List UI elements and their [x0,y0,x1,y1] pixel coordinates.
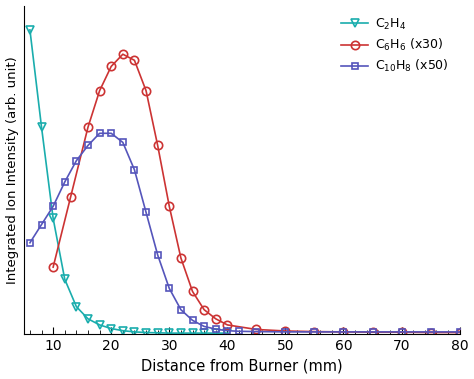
Line: C$_{10}$H$_8$ (x50): C$_{10}$H$_8$ (x50) [27,130,463,335]
C$_6$H$_6$ (x30) [166,204,172,208]
C$_2$H$_4$ [120,329,126,333]
C$_6$H$_6$ (x30) [132,58,137,63]
C$_6$H$_6$ (x30) [143,88,149,93]
C$_{10}$H$_8$ (x50) [85,143,91,148]
C$_2$H$_4$ [85,316,91,321]
C$_2$H$_4$ [39,125,45,130]
C$_6$H$_6$ (x30) [155,143,161,148]
C$_6$H$_6$ (x30) [457,330,463,335]
C$_{10}$H$_8$ (x50) [178,307,184,312]
C$_{10}$H$_8$ (x50) [50,204,56,208]
C$_6$H$_6$ (x30) [370,330,375,335]
C$_2$H$_4$ [166,331,172,335]
C$_2$H$_4$ [225,331,230,335]
C$_{10}$H$_8$ (x50) [254,329,259,334]
C$_{10}$H$_8$ (x50) [120,140,126,145]
C$_{10}$H$_8$ (x50) [97,131,102,136]
C$_6$H$_6$ (x30) [178,256,184,260]
C$_6$H$_6$ (x30) [254,327,259,332]
C$_{10}$H$_8$ (x50) [341,330,346,334]
C$_{10}$H$_8$ (x50) [143,210,149,215]
C$_{10}$H$_8$ (x50) [62,180,68,184]
C$_6$H$_6$ (x30) [120,52,126,56]
Line: C$_6$H$_6$ (x30): C$_6$H$_6$ (x30) [49,50,464,337]
C$_6$H$_6$ (x30) [428,330,433,335]
C$_2$H$_4$ [27,28,33,32]
C$_6$H$_6$ (x30) [97,88,102,93]
C$_6$H$_6$ (x30) [190,289,195,294]
C$_6$H$_6$ (x30) [68,195,73,199]
C$_{10}$H$_8$ (x50) [190,318,195,323]
C$_6$H$_6$ (x30) [201,307,207,312]
C$_{10}$H$_8$ (x50) [225,329,230,333]
C$_{10}$H$_8$ (x50) [311,330,317,334]
C$_{10}$H$_8$ (x50) [166,286,172,291]
C$_6$H$_6$ (x30) [311,329,317,334]
C$_2$H$_4$ [201,331,207,335]
C$_2$H$_4$ [190,331,195,335]
C$_{10}$H$_8$ (x50) [27,241,33,245]
C$_{10}$H$_8$ (x50) [236,329,242,334]
C$_6$H$_6$ (x30) [283,329,288,333]
C$_2$H$_4$ [50,216,56,221]
C$_{10}$H$_8$ (x50) [370,330,375,334]
C$_2$H$_4$ [97,323,102,327]
C$_6$H$_6$ (x30) [399,330,404,335]
C$_{10}$H$_8$ (x50) [213,327,219,332]
C$_2$H$_4$ [178,331,184,335]
C$_6$H$_6$ (x30) [213,316,219,321]
C$_{10}$H$_8$ (x50) [39,222,45,227]
C$_2$H$_4$ [73,304,79,309]
C$_{10}$H$_8$ (x50) [155,253,161,257]
Line: C$_2$H$_4$: C$_2$H$_4$ [26,26,231,337]
Y-axis label: Integrated Ion Intensity (arb. unit): Integrated Ion Intensity (arb. unit) [6,56,18,283]
C$_6$H$_6$ (x30) [109,64,114,69]
C$_{10}$H$_8$ (x50) [428,330,433,334]
C$_{10}$H$_8$ (x50) [132,168,137,172]
C$_6$H$_6$ (x30) [341,330,346,334]
X-axis label: Distance from Burner (mm): Distance from Burner (mm) [141,359,343,373]
C$_6$H$_6$ (x30) [225,323,230,327]
C$_2$H$_4$ [109,326,114,331]
C$_{10}$H$_8$ (x50) [201,324,207,329]
C$_2$H$_4$ [155,330,161,335]
C$_{10}$H$_8$ (x50) [109,131,114,136]
C$_{10}$H$_8$ (x50) [283,330,288,334]
C$_2$H$_4$ [132,330,137,334]
C$_{10}$H$_8$ (x50) [399,330,404,334]
C$_6$H$_6$ (x30) [85,125,91,130]
C$_{10}$H$_8$ (x50) [457,330,463,334]
C$_2$H$_4$ [62,277,68,282]
C$_2$H$_4$ [143,330,149,335]
C$_2$H$_4$ [213,331,219,335]
Legend: C$_2$H$_4$, C$_6$H$_6$ (x30), C$_{10}$H$_8$ (x50): C$_2$H$_4$, C$_6$H$_6$ (x30), C$_{10}$H$… [336,12,454,79]
C$_{10}$H$_8$ (x50) [73,158,79,163]
C$_6$H$_6$ (x30) [50,265,56,269]
